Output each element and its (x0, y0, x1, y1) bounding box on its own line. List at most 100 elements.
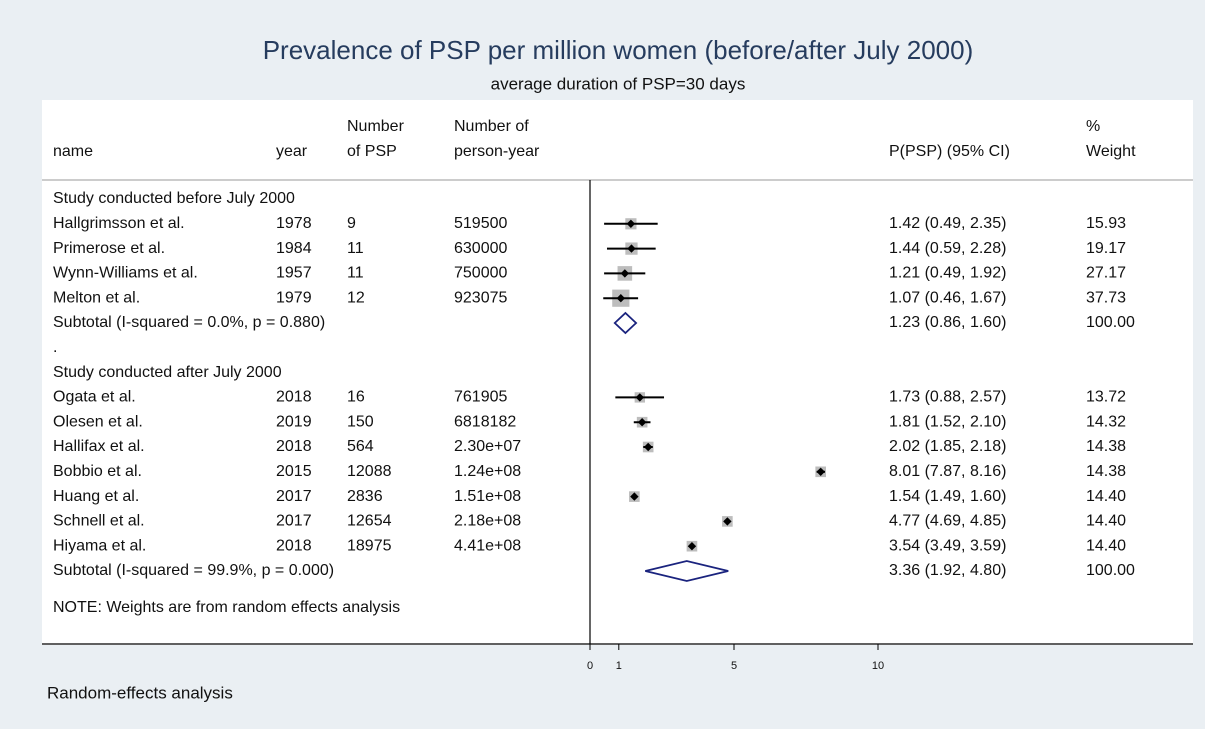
weight-label: 14.38 (1086, 463, 1126, 480)
study-name: Hallifax et al. (53, 438, 145, 455)
point-estimate (620, 269, 630, 278)
study-name: Primerose et al. (53, 240, 165, 257)
study-name: Melton et al. (53, 289, 140, 306)
weight-label: 15.93 (1086, 215, 1126, 232)
column-header: Weight (1086, 143, 1136, 160)
study-n: 11 (347, 240, 364, 257)
study-py: 2.30e+07 (454, 438, 521, 455)
ci-label: 3.54 (3.49, 3.59) (889, 537, 1006, 554)
study-py: 1.51e+08 (454, 488, 521, 505)
study-py: 519500 (454, 215, 507, 232)
study-name: Hallgrimsson et al. (53, 215, 185, 232)
study-year: 2018 (276, 438, 312, 455)
column-header: % (1086, 118, 1100, 135)
study-n: 564 (347, 438, 374, 455)
study-name: Bobbio et al. (53, 463, 142, 480)
study-py: 630000 (454, 240, 507, 257)
x-tick-label: 1 (616, 660, 622, 672)
study-n: 12654 (347, 513, 392, 530)
ci-label: 1.73 (0.88, 2.57) (889, 389, 1006, 406)
x-tick-label: 10 (872, 660, 884, 672)
ci-label: 2.02 (1.85, 2.18) (889, 438, 1006, 455)
plot-panel (42, 100, 1193, 645)
weight-label: 19.17 (1086, 240, 1126, 257)
study-py: 761905 (454, 389, 507, 406)
study-n: 11 (347, 265, 364, 282)
weight-label: 14.32 (1086, 413, 1126, 430)
point-estimate (643, 442, 653, 452)
study-n: 12088 (347, 463, 392, 480)
ci-label: 1.23 (0.86, 1.60) (889, 314, 1006, 331)
subtotal-diamond (613, 311, 638, 335)
weight-label: 14.38 (1086, 438, 1126, 455)
study-year: 2015 (276, 463, 312, 480)
footer: Random-effects analysis (47, 683, 233, 702)
study-py: 750000 (454, 265, 507, 282)
subtotal-diamond (645, 560, 729, 582)
weight-label: 27.17 (1086, 265, 1126, 282)
point-estimate (630, 492, 639, 501)
point-estimate (816, 467, 825, 476)
study-py: 923075 (454, 289, 507, 306)
study-year: 2018 (276, 389, 312, 406)
study-year: 2018 (276, 537, 312, 554)
column-header: of PSP (347, 143, 397, 160)
note: NOTE: Weights are from random effects an… (53, 599, 400, 616)
study-py: 2.18e+08 (454, 513, 521, 530)
point-estimate (627, 244, 636, 253)
study-py: 6818182 (454, 413, 516, 430)
column-header: Number of (454, 118, 529, 135)
study-n: 18975 (347, 537, 392, 554)
column-header: Number (347, 118, 405, 135)
study-n: 16 (347, 389, 365, 406)
point-estimate (687, 542, 697, 551)
weight-label: 100.00 (1086, 562, 1135, 579)
ci-label: 1.07 (0.46, 1.67) (889, 289, 1006, 306)
ci-label: 1.44 (0.59, 2.28) (889, 240, 1006, 257)
weight-label: 14.40 (1086, 488, 1126, 505)
weight-label: 14.40 (1086, 513, 1126, 530)
ci-label: 3.36 (1.92, 4.80) (889, 562, 1006, 579)
study-n: 150 (347, 413, 374, 430)
ci-label: 1.21 (0.49, 1.92) (889, 265, 1006, 282)
point-estimate (635, 393, 645, 402)
study-year: 2019 (276, 413, 312, 430)
study-name: Wynn-Williams et al. (53, 265, 198, 282)
study-name: Hiyama et al. (53, 537, 146, 554)
ci-label: 8.01 (7.87, 8.16) (889, 463, 1006, 480)
study-py: 4.41e+08 (454, 537, 521, 554)
group-label: Study conducted after July 2000 (53, 364, 282, 381)
study-year: 1979 (276, 289, 312, 306)
point-estimate (616, 294, 626, 303)
study-name: Ogata et al. (53, 389, 136, 406)
study-year: 1984 (276, 240, 312, 257)
column-header: year (276, 143, 308, 160)
column-header: name (53, 143, 93, 160)
point-estimate (723, 517, 732, 526)
study-name: Schnell et al. (53, 513, 145, 530)
group-label: Study conducted before July 2000 (53, 190, 295, 207)
weight-label: 37.73 (1086, 289, 1126, 306)
ci-label: 4.77 (4.69, 4.85) (889, 513, 1006, 530)
point-estimate (626, 219, 636, 228)
ci-label: 1.42 (0.49, 2.35) (889, 215, 1006, 232)
column-header: person-year (454, 143, 540, 160)
point-estimate (637, 418, 647, 427)
study-n: 9 (347, 215, 356, 232)
weight-label: 13.72 (1086, 389, 1126, 406)
subtotal-label: Subtotal (I-squared = 0.0%, p = 0.880) (53, 314, 325, 331)
chart-subtitle: average duration of PSP=30 days (491, 74, 746, 93)
study-n: 2836 (347, 488, 383, 505)
study-year: 1978 (276, 215, 312, 232)
ci-label: 1.81 (1.52, 2.10) (889, 413, 1006, 430)
study-name: Olesen et al. (53, 413, 143, 430)
study-py: 1.24e+08 (454, 463, 521, 480)
weight-label: 100.00 (1086, 314, 1135, 331)
study-n: 12 (347, 289, 365, 306)
subtotal-label: Subtotal (I-squared = 99.9%, p = 0.000) (53, 562, 334, 579)
separator: . (53, 339, 57, 356)
chart-title: Prevalence of PSP per million women (bef… (263, 35, 974, 65)
ci-label: 1.54 (1.49, 1.60) (889, 488, 1006, 505)
x-tick-label: 5 (731, 660, 737, 672)
